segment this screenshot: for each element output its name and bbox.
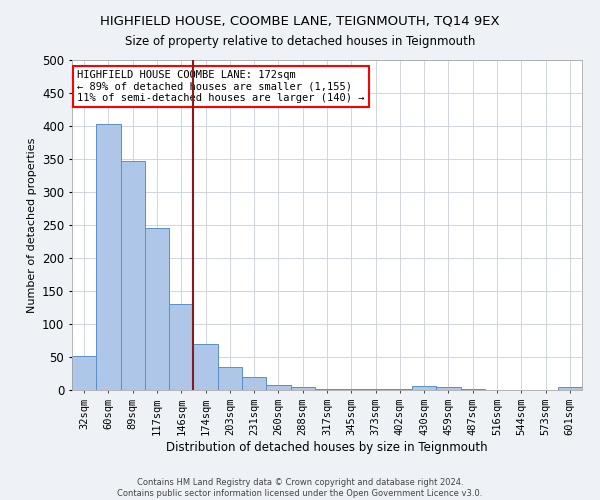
- Text: HIGHFIELD HOUSE COOMBE LANE: 172sqm
← 89% of detached houses are smaller (1,155): HIGHFIELD HOUSE COOMBE LANE: 172sqm ← 89…: [77, 70, 365, 103]
- Text: Contains HM Land Registry data © Crown copyright and database right 2024.
Contai: Contains HM Land Registry data © Crown c…: [118, 478, 482, 498]
- Bar: [145, 228, 169, 390]
- Bar: [558, 386, 582, 390]
- Bar: [121, 161, 145, 390]
- Bar: [315, 388, 339, 390]
- Y-axis label: Number of detached properties: Number of detached properties: [26, 138, 37, 312]
- Bar: [436, 386, 461, 390]
- Bar: [218, 367, 242, 390]
- Bar: [96, 124, 121, 390]
- Bar: [242, 377, 266, 390]
- Text: Size of property relative to detached houses in Teignmouth: Size of property relative to detached ho…: [125, 35, 475, 48]
- Bar: [290, 386, 315, 390]
- Bar: [266, 384, 290, 390]
- X-axis label: Distribution of detached houses by size in Teignmouth: Distribution of detached houses by size …: [166, 440, 488, 454]
- Bar: [72, 356, 96, 390]
- Bar: [412, 386, 436, 390]
- Bar: [193, 344, 218, 390]
- Text: HIGHFIELD HOUSE, COOMBE LANE, TEIGNMOUTH, TQ14 9EX: HIGHFIELD HOUSE, COOMBE LANE, TEIGNMOUTH…: [100, 15, 500, 28]
- Bar: [169, 304, 193, 390]
